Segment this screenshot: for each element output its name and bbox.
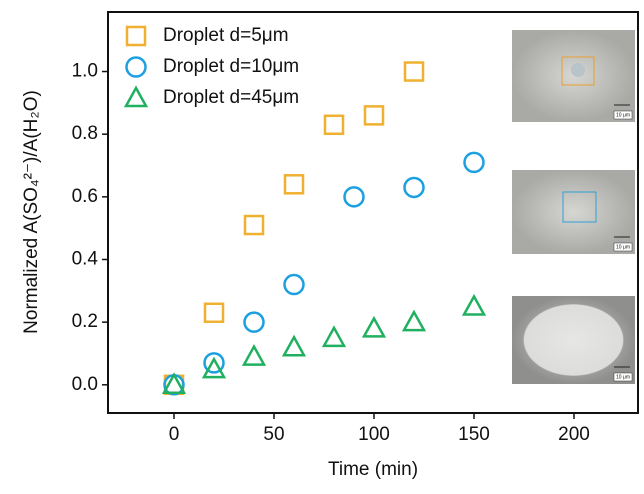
y-tick-label: 0.0	[72, 374, 98, 395]
circle-marker	[463, 151, 485, 174]
triangle-marker	[241, 344, 267, 366]
y-axis-label: Normalized A(SO₄²⁻)/A(H₂O)	[21, 90, 42, 334]
inset-image	[512, 170, 635, 254]
circle-marker	[203, 352, 225, 374]
square-marker	[203, 302, 225, 323]
y-tick-label: 1.0	[72, 61, 98, 82]
square-marker	[323, 114, 345, 136]
inset-image	[512, 296, 635, 384]
y-tick-label: 0.2	[72, 311, 98, 332]
triangle-marker	[321, 325, 347, 348]
triangle-marker	[201, 356, 227, 379]
inset-box	[562, 191, 597, 223]
inset-box	[561, 56, 595, 86]
x-axis-label: Time (min)	[328, 459, 418, 480]
inset-2	[512, 170, 635, 254]
square-marker	[363, 105, 385, 126]
x-tick-label: 100	[358, 424, 390, 445]
x-tick-label: 200	[558, 424, 590, 445]
scale-label: 10 μm	[616, 244, 630, 250]
inset-droplet	[571, 63, 585, 77]
circle-marker	[283, 273, 305, 296]
scale-label: 10 μm	[616, 112, 630, 118]
plot-frame	[107, 11, 639, 414]
triangle-marker	[361, 315, 387, 338]
triangle-marker	[401, 309, 427, 332]
inset-image	[512, 30, 635, 122]
scale-label: 10 μm	[616, 374, 630, 380]
square-marker	[403, 61, 425, 82]
circle-marker	[343, 186, 365, 208]
x-tick-label: 50	[263, 424, 284, 445]
x-tick-label: 150	[458, 424, 490, 445]
scale-bar-box	[613, 242, 633, 252]
inset-1	[512, 30, 635, 122]
inset-3	[512, 296, 635, 384]
circle-marker	[243, 311, 265, 333]
x-tick-label: 0	[169, 424, 180, 445]
y-tick-label: 0.6	[72, 186, 98, 207]
triangle-marker	[123, 85, 149, 108]
scale-bar-box	[613, 372, 633, 382]
y-tick-label: 0.8	[72, 123, 98, 144]
square-marker	[243, 214, 265, 236]
y-tick-label: 0.4	[72, 249, 99, 270]
triangle-marker	[281, 334, 307, 357]
triangle-marker	[461, 293, 487, 316]
triangle-marker	[161, 372, 187, 395]
legend-label: Droplet d=5μm	[163, 25, 289, 46]
legend-label: Droplet d=10μm	[163, 56, 299, 77]
square-marker	[125, 25, 147, 47]
square-marker	[283, 174, 305, 195]
circle-marker	[125, 56, 147, 78]
scale-bar-box	[613, 110, 633, 120]
circle-marker	[403, 176, 425, 199]
legend-label: Droplet d=45μm	[163, 87, 299, 108]
